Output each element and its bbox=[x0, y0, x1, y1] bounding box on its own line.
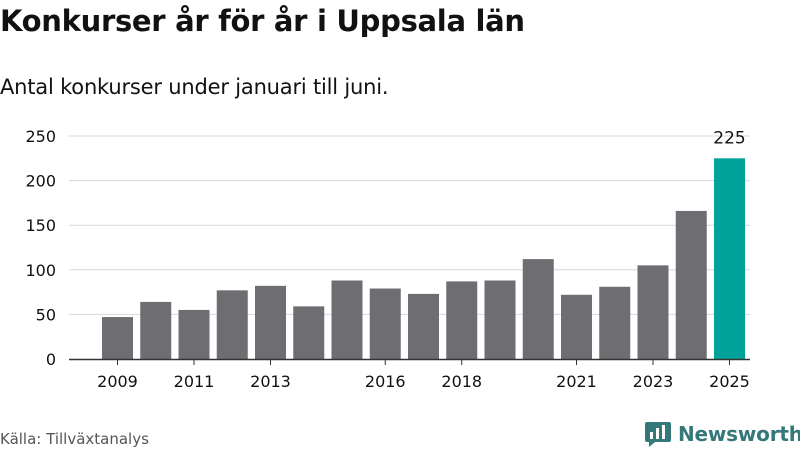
x-tick-label: 2016 bbox=[365, 372, 406, 391]
logo-bar-2 bbox=[656, 428, 659, 439]
bar-2025 bbox=[714, 158, 745, 359]
bar-chart: 0 50 100 150 200 250 2009 2011 2013 2016 2018 2021… bbox=[25, 127, 750, 391]
data-labels: 225 bbox=[713, 128, 745, 148]
x-tick-label: 2018 bbox=[441, 372, 482, 391]
bar-2021 bbox=[561, 294, 592, 359]
bar-2011 bbox=[178, 309, 210, 359]
newsworthy-logo-icon bbox=[645, 422, 671, 447]
bar-2018 bbox=[446, 281, 478, 359]
bars bbox=[102, 158, 745, 359]
bar-2014 bbox=[293, 306, 325, 359]
bar-2020 bbox=[522, 259, 554, 359]
x-tick-label: 2023 bbox=[633, 372, 674, 391]
bar-2019 bbox=[484, 280, 516, 359]
x-tick-label: 2021 bbox=[556, 372, 597, 391]
bar-2009 bbox=[102, 317, 133, 359]
bar-2016 bbox=[369, 288, 401, 359]
bar-2017 bbox=[408, 293, 439, 359]
x-tick-label: 2011 bbox=[174, 372, 215, 391]
x-tick-label: 2009 bbox=[97, 372, 138, 391]
newsworthy-logo-text: Newsworthy bbox=[678, 422, 800, 446]
bar-2010 bbox=[140, 301, 172, 359]
y-tick-label: 250 bbox=[25, 127, 56, 146]
bar-2022 bbox=[599, 286, 631, 359]
bar-2013 bbox=[255, 285, 286, 359]
y-tick-label: 50 bbox=[36, 305, 56, 324]
y-tick-label: 0 bbox=[46, 350, 56, 369]
x-axis-tick-labels: 2009 2011 2013 2016 2018 2021 2023 2025 bbox=[97, 359, 750, 391]
chart-subtitle: Antal konkurser under januari till juni. bbox=[0, 75, 389, 99]
bar-2024 bbox=[675, 210, 707, 359]
logo-bar-1 bbox=[650, 432, 653, 439]
y-axis-tick-labels: 0 50 100 150 200 250 bbox=[25, 127, 56, 369]
bar-2023 bbox=[637, 265, 669, 359]
bar-2012 bbox=[216, 290, 248, 359]
x-tick-label: 2025 bbox=[709, 372, 750, 391]
logo-bar-3 bbox=[662, 425, 665, 439]
y-tick-label: 200 bbox=[25, 172, 56, 191]
newsworthy-logo: Newsworthy bbox=[644, 420, 800, 448]
bar-2015 bbox=[331, 280, 363, 359]
x-tick-label: 2013 bbox=[250, 372, 291, 391]
y-tick-label: 100 bbox=[25, 261, 56, 280]
y-tick-label: 150 bbox=[25, 216, 56, 235]
source-note: Källa: Tillväxtanalys bbox=[0, 430, 149, 448]
chart-title: Konkurser år för år i Uppsala län bbox=[0, 4, 525, 38]
data-label-2025: 225 bbox=[713, 128, 745, 148]
